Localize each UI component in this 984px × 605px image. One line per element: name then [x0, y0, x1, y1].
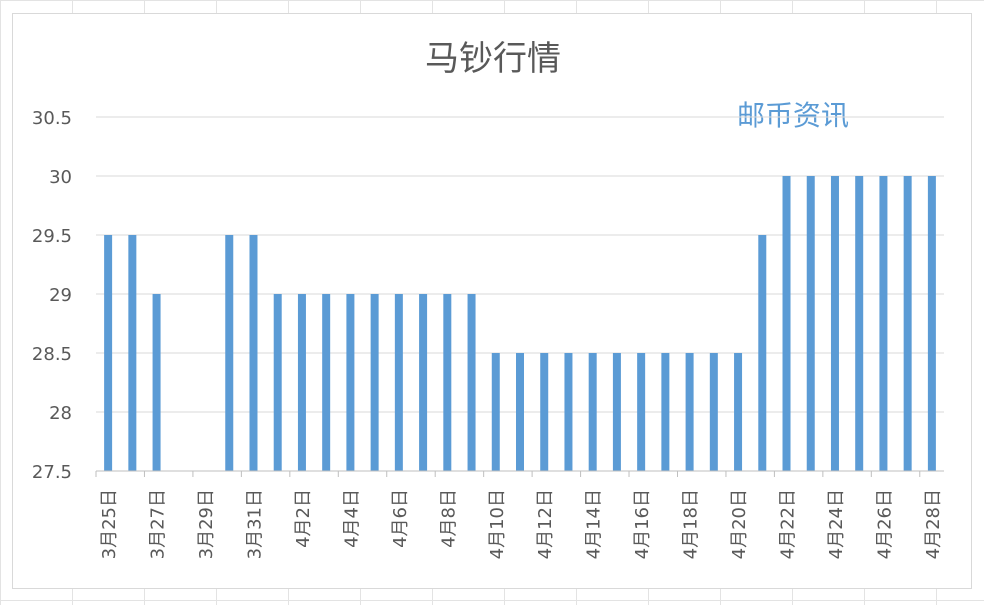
bar — [540, 353, 549, 471]
x-tick-label: 4月12日 — [535, 489, 556, 559]
x-tick-label: 3月31日 — [244, 489, 265, 559]
bar — [516, 353, 524, 471]
y-tick-label: 30 — [49, 167, 72, 188]
x-tick-label: 4月10日 — [487, 489, 508, 559]
bar — [128, 235, 137, 471]
x-axis-tick-labels: 3月25日 3月27日 3月29日 3月31日 4月2日 4月4日 4月6日 4月8日 4月10… — [99, 489, 944, 559]
bar — [346, 294, 355, 471]
bars — [104, 176, 936, 471]
bar — [273, 294, 282, 471]
bar — [661, 353, 670, 471]
bar — [734, 353, 743, 471]
bar — [637, 353, 646, 471]
bar — [903, 176, 912, 471]
y-axis-tick-labels: 27.5 28 28.5 29 29.5 30 30.5 — [32, 108, 72, 483]
bar — [588, 353, 597, 471]
x-axis — [95, 470, 944, 477]
bar — [443, 294, 452, 471]
x-tick-label: 3月27日 — [148, 489, 169, 559]
bar — [685, 353, 694, 471]
bar — [564, 353, 573, 471]
bar — [491, 353, 500, 471]
bar — [855, 176, 864, 471]
x-tick-label: 3月25日 — [99, 489, 120, 559]
x-tick-label: 4月4日 — [341, 489, 362, 548]
bar — [782, 176, 791, 471]
bar — [467, 294, 476, 471]
x-tick-label: 4月26日 — [874, 489, 895, 559]
bar — [394, 294, 403, 471]
y-tick-label: 28 — [49, 403, 72, 424]
y-tick-label: 27.5 — [32, 462, 72, 483]
y-tick-label: 29 — [49, 285, 72, 306]
watermark-text: 邮币资讯 — [737, 99, 849, 132]
bar — [419, 294, 428, 471]
x-tick-label: 4月6日 — [390, 489, 411, 548]
x-tick-label: 4月16日 — [632, 489, 653, 559]
x-tick-label: 4月24日 — [826, 489, 847, 559]
bar — [152, 294, 161, 471]
bar — [322, 294, 331, 471]
x-tick-label: 3月29日 — [196, 489, 217, 559]
bar — [104, 235, 113, 471]
x-tick-label: 4月22日 — [778, 489, 799, 559]
bar — [830, 176, 839, 471]
y-tick-label: 29.5 — [32, 226, 72, 247]
x-tick-label: 4月20日 — [729, 489, 750, 559]
bar — [297, 294, 306, 471]
x-tick-label: 4月14日 — [584, 489, 605, 559]
bar — [612, 353, 621, 471]
y-tick-label: 30.5 — [32, 108, 72, 129]
y-tick-label: 28.5 — [32, 344, 72, 365]
bar — [806, 176, 815, 471]
bar — [758, 235, 767, 471]
bar — [709, 353, 718, 471]
bar — [249, 235, 258, 471]
bar — [225, 235, 234, 471]
bar — [927, 176, 936, 471]
chart-title: 马钞行情 — [425, 39, 561, 79]
x-tick-label: 4月8日 — [438, 489, 459, 548]
x-tick-label: 4月2日 — [293, 489, 314, 548]
x-tick-label: 4月28日 — [923, 489, 944, 559]
bar — [879, 176, 888, 471]
x-tick-label: 4月18日 — [681, 489, 702, 559]
bar — [370, 294, 379, 471]
